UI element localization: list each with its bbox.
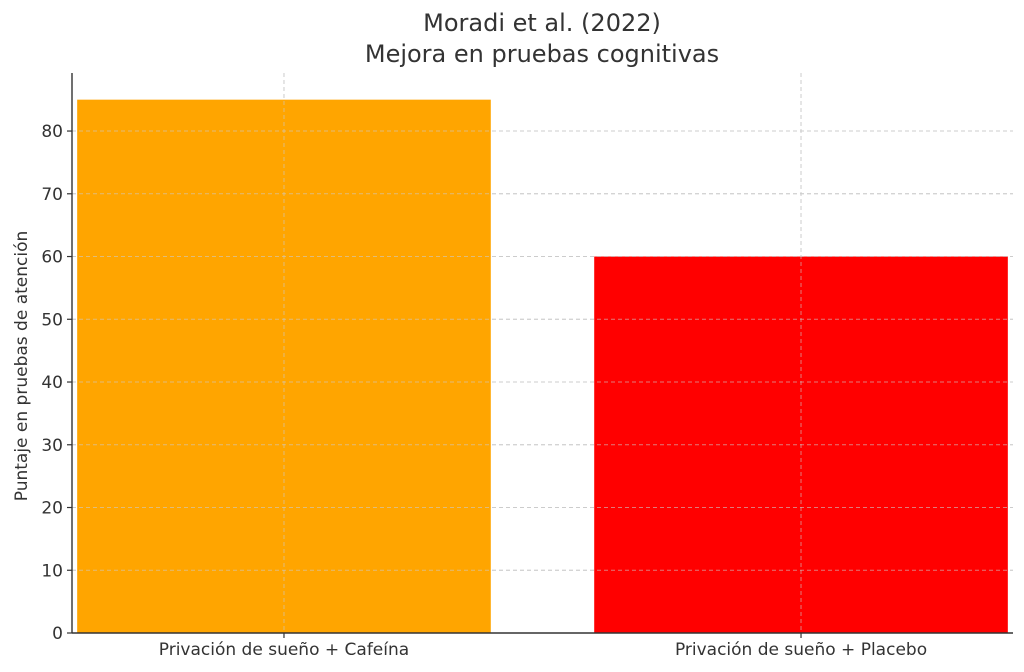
y-tick-label: 30 [41, 436, 63, 456]
y-tick-label: 20 [41, 499, 63, 519]
chart-title-line-1: Moradi et al. (2022) [423, 9, 661, 37]
x-axis-ticks: Privación de sueño + Cafeína Privación de… [159, 633, 927, 660]
chart-title-line-2: Mejora en pruebas cognitivas [365, 40, 719, 68]
y-axis-ticks: 0 10 20 30 40 50 60 70 80 [41, 122, 72, 644]
x-tick-label: Privación de sueño + Cafeína [159, 640, 409, 660]
y-tick-label: 0 [52, 624, 63, 644]
y-tick-label: 50 [41, 310, 63, 330]
y-tick-label: 80 [41, 122, 63, 142]
y-tick-label: 60 [41, 248, 63, 268]
axes [71, 73, 1013, 634]
chart-title: Moradi et al. (2022) Mejora en pruebas c… [365, 9, 719, 68]
x-tick-label: Privación de sueño + Placebo [675, 640, 927, 660]
y-tick-label: 40 [41, 373, 63, 393]
y-tick-label: 70 [41, 185, 63, 205]
bars [72, 73, 1013, 633]
y-tick-label: 10 [41, 561, 63, 581]
y-axis-label: Puntaje en pruebas de atención [12, 231, 32, 502]
